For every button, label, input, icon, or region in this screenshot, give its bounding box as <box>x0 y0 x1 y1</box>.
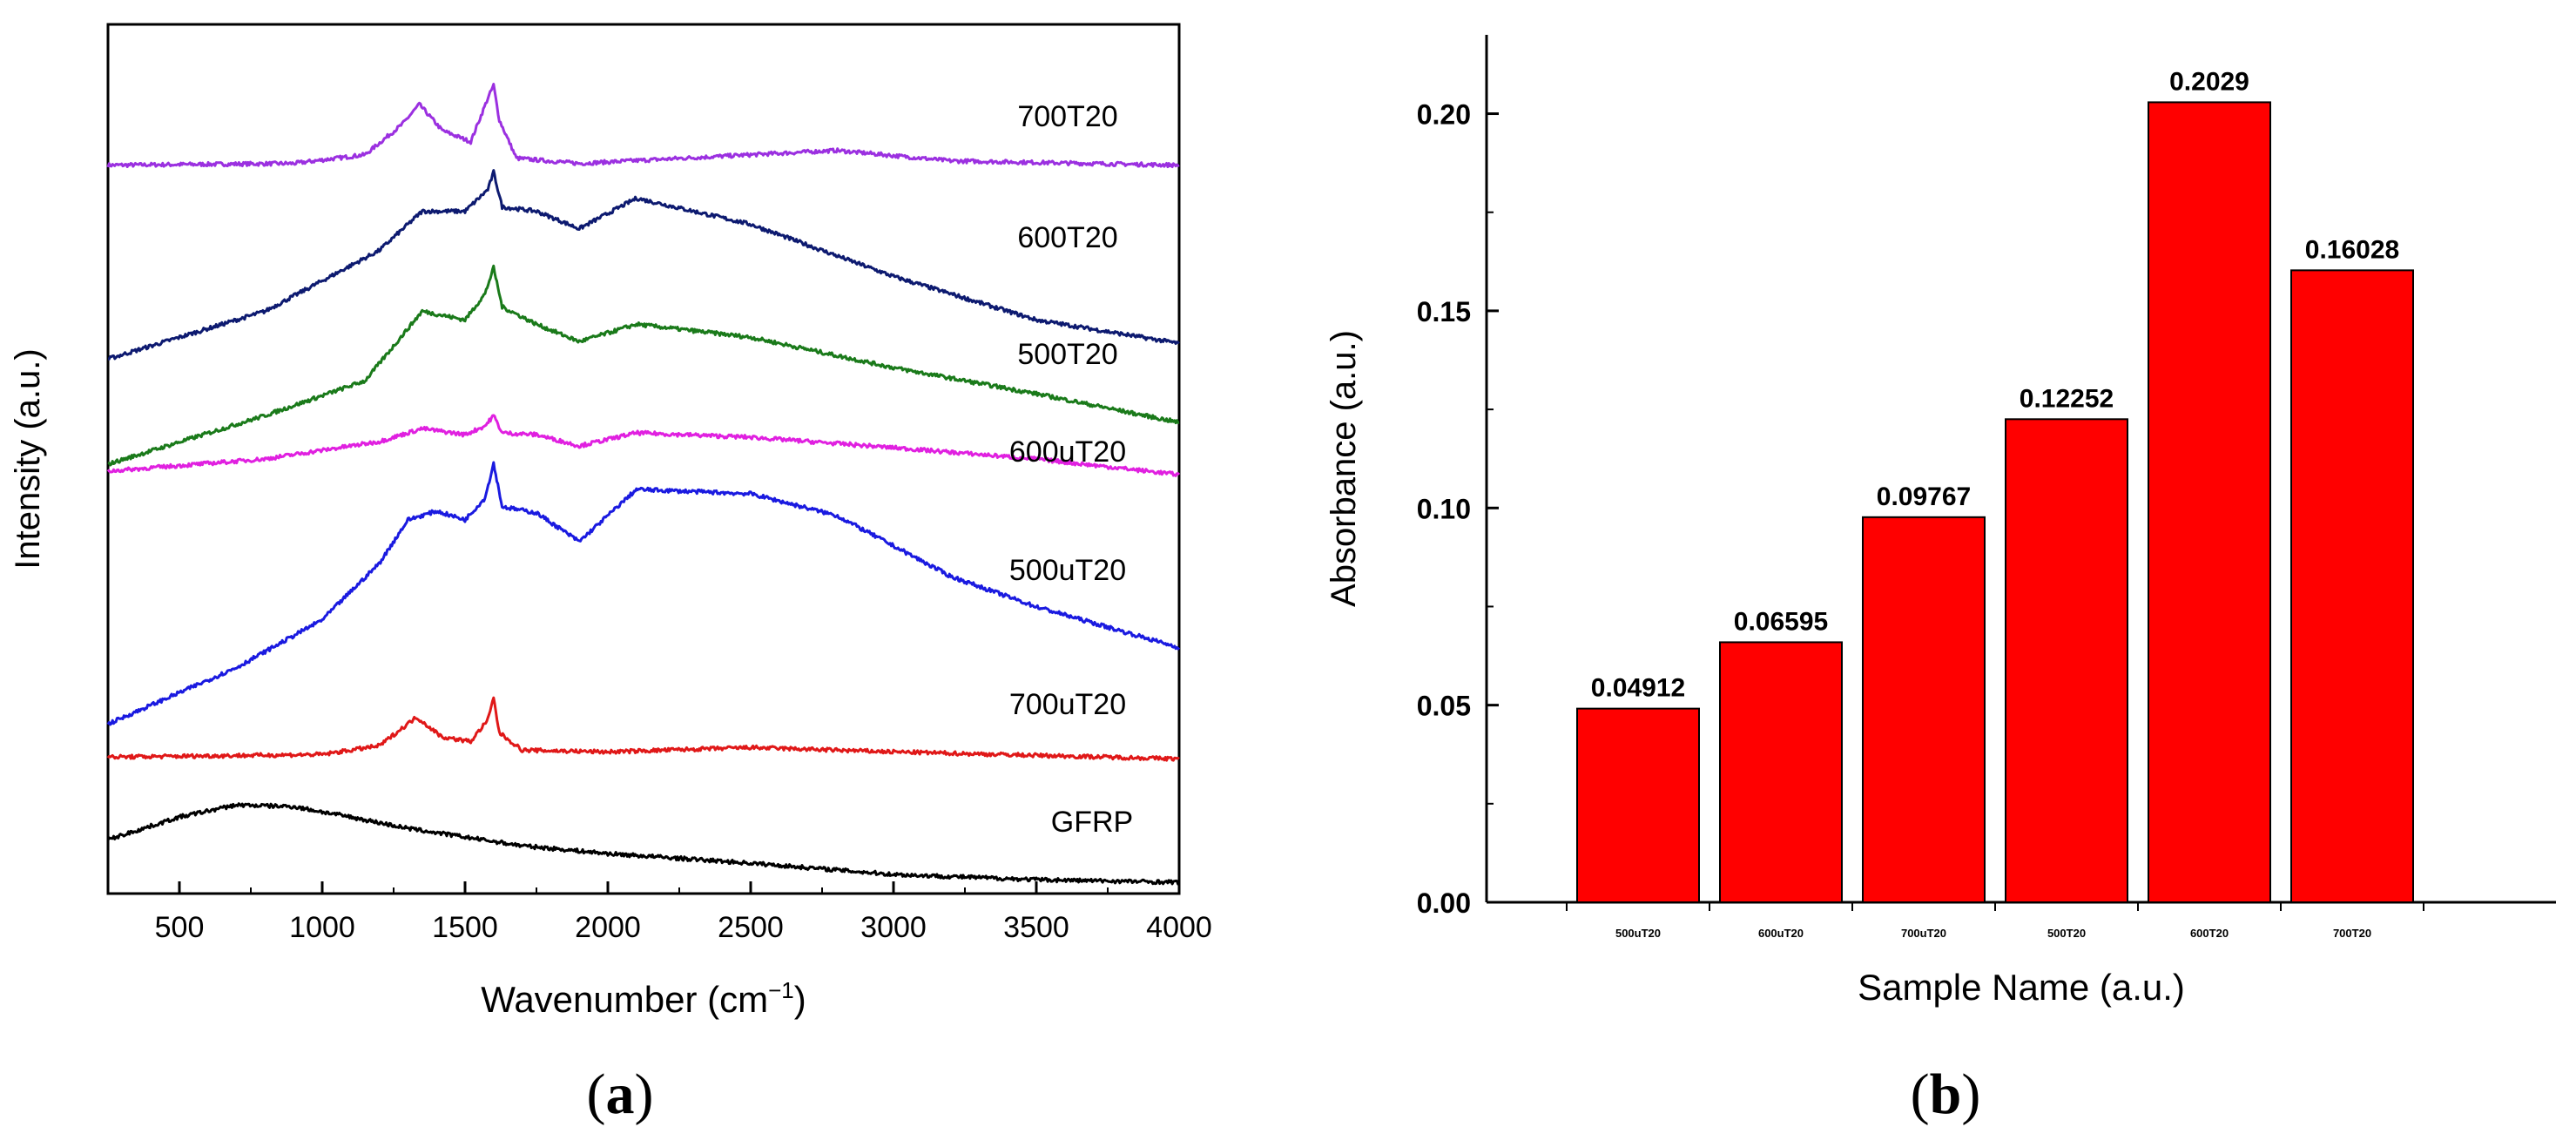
panel-a-x-ticks: 500 1000 1500 2000 2500 3000 3500 4000 <box>107 881 1212 944</box>
bar-500t20 <box>2005 418 2128 903</box>
series-line-600ut20 <box>106 414 1181 477</box>
panel-a-x-tick-label: 3000 <box>860 911 927 944</box>
bar-value-label-700ut20: 0.09767 <box>1877 482 1971 511</box>
bar-value-label-500ut20: 0.04912 <box>1591 674 1685 703</box>
panel-b-y-ticks: 0.00 0.05 0.10 0.15 0.20 <box>1417 99 1499 919</box>
panel-a-x-axis-label-end: ) <box>794 979 806 1020</box>
panel-a-x-tick-label: 1500 <box>432 911 498 944</box>
panel-a-x-tick-label: 2000 <box>575 911 641 944</box>
panel-a-y-axis-label: Intensity (a.u.) <box>9 348 47 569</box>
series-line-500t20 <box>107 264 1180 467</box>
bar-700ut20 <box>1862 516 1986 904</box>
x-category-label-500ut20: 500uT20 <box>1615 927 1661 940</box>
x-category-label-600t20: 600T20 <box>2190 927 2229 940</box>
panel-b-x-ticks: 500uT20 600uT20 700uT20 500T20 600T20 700T20 <box>1566 902 2424 940</box>
series-line-700ut20 <box>106 696 1180 762</box>
panel-a-x-axis-label: Wavenumber (cm−1) <box>481 977 806 1020</box>
bar-500ut20 <box>1576 707 1700 903</box>
series-label-700t20: 700T20 <box>1017 100 1117 133</box>
panel-b-caption: (b) <box>1911 1063 1981 1126</box>
panel-a-line-chart: 700T20 600T20 500T20 600uT20 500uT20 700uT20 G… <box>9 23 1212 1126</box>
series-label-700ut20: 700uT20 <box>1009 688 1126 721</box>
panel-b-y-tick-label: 0.10 <box>1417 493 1471 524</box>
x-category-label-600ut20: 600uT20 <box>1758 927 1804 940</box>
panel-b-caption-letter: b <box>1930 1063 1962 1126</box>
panel-b-y-tick-label: 0.15 <box>1417 296 1471 327</box>
panel-a-caption: (a) <box>587 1063 654 1126</box>
x-category-label-700ut20: 700uT20 <box>1901 927 1946 940</box>
panel-a-x-tick-label: 2500 <box>718 911 784 944</box>
panel-b-y-tick-label: 0.05 <box>1417 691 1471 722</box>
bar-600t20 <box>2148 101 2271 903</box>
bar-600ut20 <box>1719 641 1843 904</box>
bar-value-label-500t20: 0.12252 <box>2020 384 2114 413</box>
series-label-500t20: 500T20 <box>1017 338 1117 371</box>
panel-a-plot-frame <box>106 23 1181 895</box>
panel-a-caption-open: ( <box>587 1063 606 1126</box>
x-category-label-500t20: 500T20 <box>2047 927 2086 940</box>
bar-700t20 <box>2290 269 2414 903</box>
bar-value-label-600ut20: 0.06595 <box>1734 607 1828 636</box>
x-category-label-700t20: 700T20 <box>2333 927 2371 940</box>
panel-a-caption-close: ) <box>635 1063 654 1126</box>
series-line-gfrp <box>106 802 1181 886</box>
panel-a-x-tick-label: 3500 <box>1003 911 1069 944</box>
panel-b-y-tick-label: 0.20 <box>1417 99 1471 131</box>
panel-b-x-axis-label: Sample Name (a.u.) <box>1858 967 2185 1008</box>
panel-b-y-tick-label: 0.00 <box>1417 887 1471 919</box>
series-line-700t20 <box>106 83 1180 169</box>
series-line-600t20 <box>107 169 1181 361</box>
panel-a-x-axis-label-superscript: −1 <box>768 977 794 1003</box>
series-label-500ut20: 500uT20 <box>1009 554 1126 587</box>
series-label-600t20: 600T20 <box>1017 221 1117 254</box>
panel-b-bars: 0.04912 0.06595 0.09767 0.12252 0.2029 0.1602… <box>1576 67 2414 904</box>
panel-a-x-tick-label: 4000 <box>1146 911 1212 944</box>
panel-b-caption-close: ) <box>1961 1063 1980 1126</box>
panel-b-caption-open: ( <box>1911 1063 1930 1126</box>
panel-a-x-tick-label: 1000 <box>289 911 355 944</box>
series-label-600ut20: 600uT20 <box>1009 435 1126 469</box>
panel-a-curve-labels: 700T20 600T20 500T20 600uT20 500uT20 700uT20 G… <box>1009 100 1133 839</box>
bar-value-label-600t20: 0.2029 <box>2169 67 2249 96</box>
panel-b-bar-chart: 0.00 0.05 0.10 0.15 0.20 500uT20 600uT20 700uT… <box>1325 35 2556 1126</box>
panel-a-curves <box>106 83 1181 886</box>
panel-a-x-tick-label: 500 <box>155 911 205 944</box>
panel-a-caption-letter: a <box>606 1063 635 1126</box>
panel-b-y-axis-label: Absorbance (a.u.) <box>1325 330 1363 607</box>
series-label-gfrp: GFRP <box>1051 806 1133 839</box>
panel-a-x-axis-label-main: Wavenumber (cm <box>481 979 768 1020</box>
series-line-500ut20 <box>106 461 1181 726</box>
bar-value-label-700t20: 0.16028 <box>2305 235 2399 264</box>
